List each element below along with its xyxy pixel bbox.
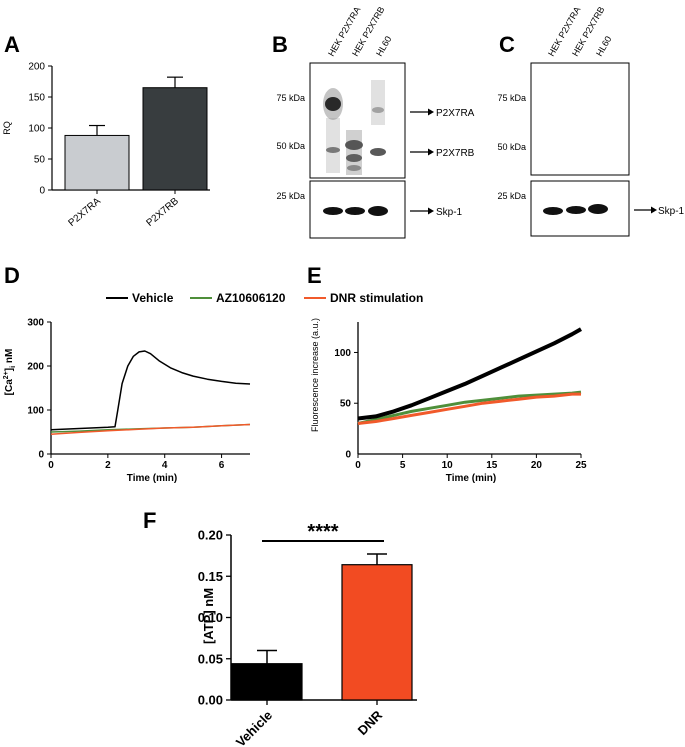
chart-d-xtick-label: 0 (48, 460, 54, 471)
blot-b-smear-lane1b (326, 118, 340, 173)
blot-b-label-ra: P2X7RA (436, 108, 475, 119)
blot-c-upper-membrane (530, 62, 630, 176)
chart-f-xtick-label: Vehicle (233, 708, 275, 747)
chart-a-xtick-label: P2X7RA (66, 196, 103, 229)
chart-d-xtick-label: 2 (105, 460, 111, 471)
chart-f-ytick-label: 0.15 (198, 569, 223, 584)
chart-e-xtick-label: 10 (442, 460, 454, 471)
legend-label-vehicle: Vehicle (132, 291, 174, 305)
chart-e-xtick-label: 25 (575, 460, 587, 471)
legend-label-dnr: DNR stimulation (330, 291, 423, 305)
chart-e-series-vehicle (357, 327, 582, 421)
chart-f-ytick-label: 0.20 (198, 528, 223, 543)
legend-label-az: AZ10606120 (216, 291, 286, 305)
chart-e-series-az10606120 (357, 390, 582, 425)
blot-b-smear-lane3 (371, 80, 385, 125)
chart-a: RQ 0 50 100 150 200 P2X7RA P2X7RB (2, 62, 210, 229)
chart-f-bar (231, 663, 303, 701)
blot-b-band-lane2-c (347, 165, 361, 171)
blot-c-arrowhead-skp (651, 206, 657, 214)
panel-label-b: B (272, 32, 288, 57)
blot-c-lane-3: HL60 (594, 34, 613, 58)
blot-b-band-lane2-b (346, 154, 362, 162)
blot-b-arrowhead-skp (428, 207, 434, 215)
panel-label-f: F (143, 508, 156, 533)
chart-e-ytick-label: 0 (345, 450, 351, 461)
blot-b-label-skp: Skp-1 (436, 207, 463, 218)
chart-a-bar (142, 87, 208, 191)
blot-b-marker-50: 50 kDa (276, 141, 305, 151)
chart-e-ytick-label: 50 (340, 399, 352, 410)
chart-e-xtick-label: 15 (486, 460, 498, 471)
chart-a-xtick-label: P2X7RB (144, 196, 181, 229)
blot-b-skp1-lane1 (323, 207, 343, 215)
chart-d-ytick-label: 300 (27, 318, 44, 329)
blot-c-label-skp: Skp-1 (658, 206, 685, 217)
panel-label-c: C (499, 32, 515, 57)
blot-b-label-rb: P2X7RB (436, 148, 475, 159)
western-blot-c: HEK P2X7RA HEK P2X7RB HL60 75 kDa 50 kDa… (497, 5, 685, 237)
panel-label-d: D (4, 263, 20, 288)
blot-c-skp1-lane3 (588, 204, 608, 214)
blot-b-band-lane1-low (326, 147, 340, 153)
chart-a-ytick-label: 200 (28, 62, 45, 73)
blot-b-marker-75: 75 kDa (276, 93, 305, 103)
blot-c-marker-75: 75 kDa (497, 93, 526, 103)
chart-a-bar (64, 134, 130, 191)
chart-a-ytick-label: 50 (34, 155, 46, 166)
blot-b-band-rb-lane3 (370, 148, 386, 156)
chart-f-ytick-label: 0.00 (198, 693, 223, 708)
legend: Vehicle AZ10606120 DNR stimulation (106, 291, 423, 305)
chart-a-ytick-label: 0 (39, 186, 45, 197)
chart-e-xtick-label: 0 (355, 460, 361, 471)
western-blot-b: HEK P2X7RA HEK P2X7RB HL60 75 kDa 50 kDa… (276, 5, 475, 239)
chart-e-xlabel: Time (min) (446, 473, 496, 484)
chart-d: [Ca2+]i nM Time (min) 0 100 200 300 0 2 4 6 (3, 318, 251, 484)
chart-a-ytick-label: 100 (28, 124, 45, 135)
chart-f-significance: **** (307, 521, 338, 543)
blot-b-marker-25: 25 kDa (276, 191, 305, 201)
blot-b-arrowhead-rb (428, 148, 434, 156)
chart-d-ytick-label: 0 (38, 450, 44, 461)
blot-c-marker-50: 50 kDa (497, 142, 526, 152)
panel-label-e: E (307, 263, 322, 288)
blot-b-lane-3: HL60 (374, 34, 393, 58)
chart-d-xlabel: Time (min) (127, 473, 177, 484)
blot-c-marker-25: 25 kDa (497, 191, 526, 201)
blot-b-band-rb-lane2 (345, 140, 363, 150)
panel-label-a: A (4, 32, 20, 57)
chart-d-ytick-label: 100 (27, 406, 44, 417)
blot-b-skp1-lane3 (368, 206, 388, 216)
blot-b-band-lane3-ra (372, 107, 384, 113)
chart-d-series-vehicle (50, 350, 251, 431)
chart-e-xtick-label: 20 (531, 460, 543, 471)
blot-b-arrowhead-ra (428, 108, 434, 116)
chart-d-ylabel: [Ca2+]i nM (3, 349, 17, 396)
blot-c-skp1-lane1 (543, 207, 563, 215)
chart-d-xtick-label: 6 (219, 460, 225, 471)
blot-b-smear-lane1 (323, 88, 343, 120)
chart-d-xtick-label: 4 (162, 460, 168, 471)
chart-e-xtick-label: 5 (400, 460, 406, 471)
blot-c-skp1-lane2 (566, 206, 586, 214)
chart-a-ylabel: RQ (2, 121, 12, 135)
chart-f-ylabel: [ATP] nM (201, 588, 216, 644)
chart-e-ylabel: Fluorescence increase (a.u.) (310, 318, 320, 432)
chart-d-ytick-label: 200 (27, 362, 44, 373)
blot-b-skp1-lane2 (345, 207, 365, 215)
chart-f-ytick-label: 0.05 (198, 651, 223, 666)
chart-d-series-dnr-stimulation (50, 423, 251, 435)
chart-e-series-dnr-stimulation (357, 392, 581, 425)
chart-f-bar (341, 564, 413, 701)
chart-e-ytick-label: 100 (334, 348, 351, 359)
blot-b-band-ra-lane1 (325, 97, 341, 111)
chart-f: [ATP] nM **** 0.00 0.05 0.10 0.15 0.20 Vehicl… (198, 521, 417, 747)
chart-a-ytick-label: 150 (28, 93, 45, 104)
chart-f-xtick-label: DNR (355, 707, 386, 738)
chart-f-ytick-label: 0.10 (198, 610, 223, 625)
chart-e: Fluorescence increase (a.u.) Time (min) … (310, 318, 587, 484)
